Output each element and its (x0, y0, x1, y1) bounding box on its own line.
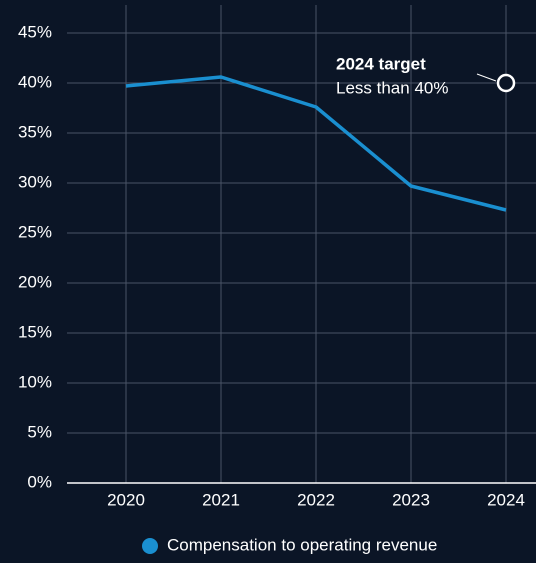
x-tick-label: 2020 (107, 490, 145, 509)
y-tick-label: 35% (18, 122, 52, 141)
line-series (125, 75, 507, 212)
y-tick-label: 20% (18, 272, 52, 291)
legend-marker (142, 538, 158, 554)
marks (125, 75, 507, 212)
grid (67, 5, 536, 484)
annotation-connector (476, 73, 497, 82)
x-tick-label: 2022 (297, 490, 335, 509)
x-tick-label: 2023 (392, 490, 430, 509)
legend-label: Compensation to operating revenue (167, 535, 437, 554)
annotation-title: 2024 target (336, 54, 426, 73)
y-tick-label: 15% (18, 322, 52, 341)
y-tick-label: 10% (18, 372, 52, 391)
y-tick-label: 0% (27, 472, 52, 491)
y-tick-label: 45% (18, 22, 52, 41)
target-marker (496, 73, 516, 93)
annotation-text: Less than 40% (336, 78, 448, 97)
y-tick-label: 40% (18, 72, 52, 91)
x-tick-label: 2021 (202, 490, 240, 509)
y-tick-label: 30% (18, 172, 52, 191)
y-tick-label: 5% (27, 422, 52, 441)
x-tick-label: 2024 (487, 490, 525, 509)
y-tick-label: 25% (18, 222, 52, 241)
